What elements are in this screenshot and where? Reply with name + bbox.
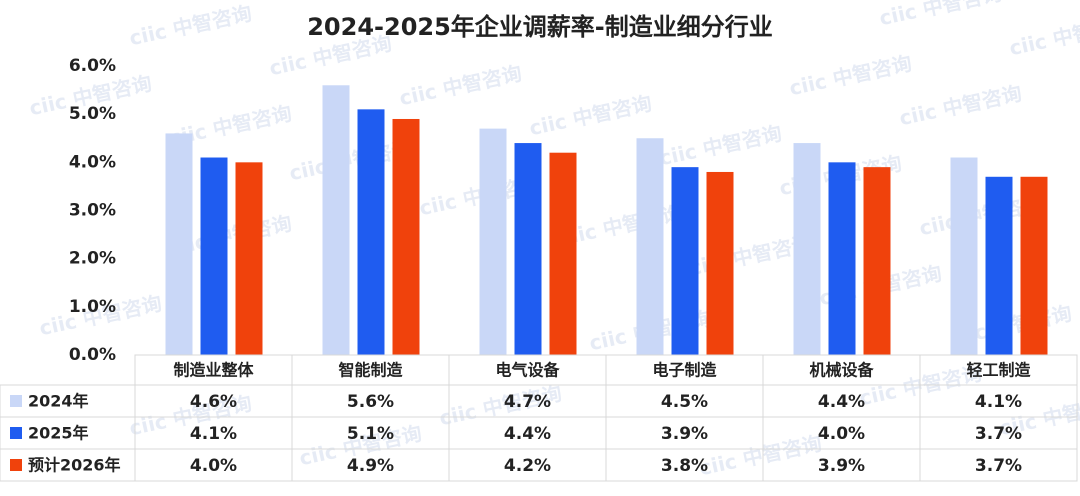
watermark: ciic 中智咨询 — [127, 1, 254, 50]
watermark: ciic 中智咨询 — [787, 51, 914, 100]
y-tick-label: 1.0% — [69, 297, 116, 317]
category-label: 轻工制造 — [966, 361, 1031, 380]
watermark: ciic 中智咨询 — [857, 361, 984, 410]
y-tick-label: 5.0% — [69, 104, 116, 124]
table-value: 3.7% — [975, 424, 1022, 444]
category-label: 电气设备 — [495, 361, 560, 380]
watermark: ciic 中智咨询 — [897, 81, 1024, 130]
bar — [985, 176, 1013, 355]
table-value: 4.5% — [661, 392, 708, 412]
table-value: 4.6% — [190, 392, 237, 412]
watermark: ciic 中智咨询 — [1007, 11, 1080, 60]
legend-label: 2025年 — [28, 424, 89, 443]
bar — [950, 157, 978, 355]
bar — [479, 128, 507, 355]
watermark: ciic 中智咨询 — [397, 61, 524, 110]
watermark: ciic 中智咨询 — [527, 91, 654, 140]
y-tick-label: 6.0% — [69, 56, 116, 76]
legend-label: 预计2026年 — [28, 456, 121, 475]
watermark: ciic 中智咨询 — [697, 431, 824, 480]
table-value: 4.1% — [190, 424, 237, 444]
bar — [357, 109, 385, 355]
bar — [706, 171, 734, 355]
bar — [793, 143, 821, 355]
bar — [392, 118, 420, 355]
category-label: 机械设备 — [809, 361, 874, 380]
bar — [828, 162, 856, 355]
table-value: 4.4% — [818, 392, 865, 412]
table-value: 3.8% — [661, 456, 708, 476]
category-label: 智能制造 — [338, 361, 403, 380]
table-value: 4.4% — [504, 424, 551, 444]
legend-swatch — [10, 459, 22, 471]
bar — [322, 85, 350, 356]
table-value: 3.9% — [661, 424, 708, 444]
bar — [514, 143, 542, 355]
watermark: ciic 中智咨询 — [877, 0, 1004, 30]
table-value: 4.9% — [347, 456, 394, 476]
legend-swatch — [10, 395, 22, 407]
table-cell — [919, 448, 1078, 482]
bar — [235, 162, 263, 355]
bar — [671, 167, 699, 355]
y-tick-label: 3.0% — [69, 201, 116, 221]
y-tick-label: 2.0% — [69, 249, 116, 269]
table-value: 3.9% — [818, 456, 865, 476]
table-value: 4.0% — [818, 424, 865, 444]
table-value: 4.1% — [975, 392, 1022, 412]
table-value: 3.7% — [975, 456, 1022, 476]
bar — [200, 157, 228, 355]
bar — [863, 167, 891, 355]
y-tick-label: 0.0% — [69, 345, 116, 365]
chart-title: 2024-2025年企业调薪率-制造业细分行业 — [307, 13, 773, 41]
table-value: 4.0% — [190, 456, 237, 476]
y-tick-label: 4.0% — [69, 152, 116, 172]
legend-label: 2024年 — [28, 392, 89, 411]
bar — [549, 152, 577, 355]
table-value: 5.6% — [347, 392, 394, 412]
watermark: ciic 中智咨询 — [657, 121, 784, 170]
category-label: 制造业整体 — [173, 361, 254, 380]
bar — [1020, 176, 1048, 355]
table-value: 4.7% — [504, 392, 551, 412]
table-value: 5.1% — [347, 424, 394, 444]
table-value: 4.2% — [504, 456, 551, 476]
bar — [636, 138, 664, 355]
bar — [165, 133, 193, 355]
category-label: 电子制造 — [652, 361, 717, 380]
legend-swatch — [10, 427, 22, 439]
